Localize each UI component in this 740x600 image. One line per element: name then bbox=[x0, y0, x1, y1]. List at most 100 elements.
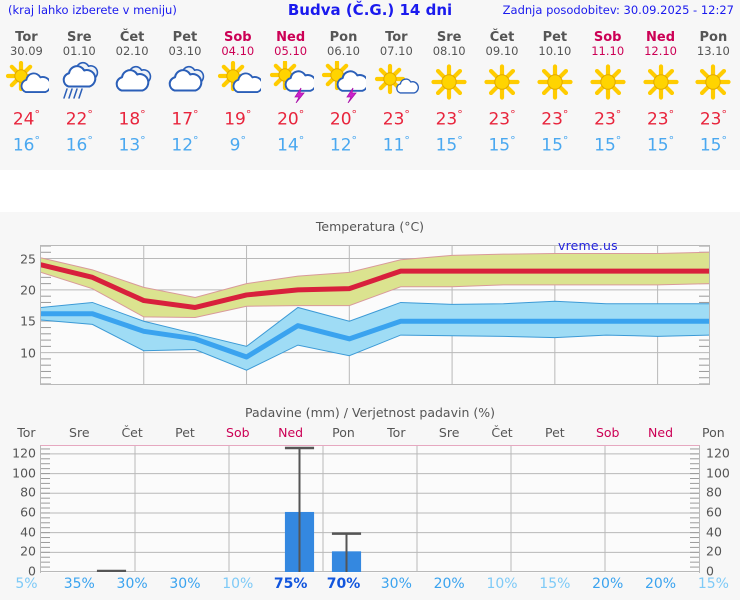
precipitation-y-tick-label-left: 120 bbox=[12, 445, 36, 461]
min-temperature-value: 14 bbox=[277, 135, 299, 156]
temperature-y-tick-label: 25 bbox=[20, 251, 36, 267]
sun-icon bbox=[585, 61, 631, 103]
max-temperature-value: 23 bbox=[382, 109, 405, 130]
min-temperature-value: 16 bbox=[12, 135, 35, 156]
precipitation-day-label: Tor bbox=[387, 425, 406, 440]
degree-symbol: ° bbox=[457, 108, 463, 121]
precipitation-day-label: Ned bbox=[278, 425, 304, 440]
degree-symbol: ° bbox=[615, 133, 622, 147]
precipitation-chart-panel: Padavine (mm) / Verjetnost padavin (%) T… bbox=[0, 400, 740, 600]
precipitation-probability: 20% bbox=[592, 576, 624, 592]
min-temperature-value: 11 bbox=[382, 135, 405, 156]
precipitation-probability-row: 5% 35% 30% 30% 10% 75% 70% 30% 20% 10% 15% 20% 20% 15… bbox=[0, 576, 740, 598]
precipitation-day-label: Pon bbox=[702, 425, 725, 440]
day-name: Pet bbox=[172, 30, 198, 45]
max-temperature: 23° bbox=[488, 105, 515, 130]
day-date: 13.10 bbox=[696, 44, 730, 58]
degree-symbol: ° bbox=[34, 133, 40, 147]
min-temperature-value: 16 bbox=[65, 135, 88, 156]
precipitation-day-label: Pet bbox=[545, 425, 565, 440]
degree-symbol: ° bbox=[140, 108, 146, 121]
min-temperature: 16° bbox=[13, 131, 40, 156]
degree-symbol: ° bbox=[140, 133, 146, 147]
day-date: 04.10 bbox=[221, 44, 255, 58]
degree-symbol: ° bbox=[404, 108, 410, 121]
precipitation-y-tick-label-left: 80 bbox=[20, 484, 36, 500]
day-column: Pon 13.10 23° 15° bbox=[687, 22, 740, 170]
day-date: 09.10 bbox=[485, 44, 519, 58]
precipitation-probability: 75% bbox=[273, 576, 308, 592]
precipitation-probability: 20% bbox=[644, 576, 677, 592]
degree-symbol: ° bbox=[668, 133, 675, 147]
precipitation-y-tick-label-right: 60 bbox=[706, 504, 722, 520]
precipitation-day-label: Pon bbox=[332, 425, 355, 440]
day-date: 02.10 bbox=[115, 44, 149, 58]
day-name: Sre bbox=[66, 30, 92, 45]
min-temperature: 11° bbox=[383, 131, 410, 156]
degree-symbol: ° bbox=[510, 133, 516, 147]
min-temperature: 15° bbox=[647, 131, 674, 156]
degree-symbol: ° bbox=[351, 108, 358, 121]
precipitation-probability: 15% bbox=[697, 576, 729, 592]
day-name: Tor bbox=[15, 30, 38, 45]
precipitation-probability: 10% bbox=[486, 576, 518, 592]
sun-cloud-icon bbox=[3, 61, 50, 103]
day-column: Čet 09.10 23° 15° bbox=[476, 22, 529, 170]
degree-symbol: ° bbox=[87, 108, 93, 121]
day-name: Ned bbox=[646, 30, 676, 45]
degree-symbol: ° bbox=[562, 133, 569, 147]
sun-icon bbox=[479, 61, 525, 103]
day-column: Čet 02.10 18° 13° bbox=[106, 22, 159, 170]
precipitation-day-label: Pet bbox=[175, 425, 195, 440]
day-column: Tor 30.09 24° 16° bbox=[0, 22, 53, 170]
cloud-rain-icon bbox=[56, 61, 102, 103]
degree-symbol: ° bbox=[457, 133, 463, 147]
precipitation-day-label: Sob bbox=[226, 425, 250, 440]
precipitation-y-tick-label-right: 0 bbox=[706, 563, 714, 579]
day-column: Pet 10.10 23° 15° bbox=[528, 22, 581, 170]
precipitation-probability: 20% bbox=[433, 576, 465, 592]
precipitation-y-tick-label-right: 80 bbox=[706, 484, 722, 500]
precipitation-y-tick-label-left: 20 bbox=[20, 543, 36, 559]
min-temperature: 14° bbox=[277, 131, 304, 156]
min-temperature: 15° bbox=[594, 131, 621, 156]
day-column: Sre 01.10 22° 16° bbox=[53, 22, 106, 170]
day-date: 03.10 bbox=[168, 44, 202, 58]
max-temperature-value: 20 bbox=[329, 109, 352, 130]
precipitation-y-tick-label-left: 0 bbox=[28, 563, 36, 579]
max-temperature-value: 23 bbox=[646, 109, 669, 130]
sun-icon bbox=[690, 61, 736, 103]
precipitation-probability: 30% bbox=[380, 576, 412, 592]
precipitation-day-label: Tor bbox=[17, 425, 36, 440]
max-temperature-value: 20 bbox=[277, 109, 299, 130]
day-column: Tor 07.10 23° 11° bbox=[370, 22, 423, 170]
temperature-y-tick-label: 15 bbox=[20, 313, 36, 329]
precipitation-probability: 70% bbox=[326, 576, 361, 592]
max-temperature: 22° bbox=[66, 105, 93, 130]
degree-symbol: ° bbox=[245, 108, 252, 121]
precipitation-probability: 30% bbox=[169, 576, 201, 592]
precipitation-day-label: Čet bbox=[491, 425, 513, 440]
sun-icon bbox=[638, 61, 684, 103]
temperature-chart-title: Temperatura (°C) bbox=[315, 219, 425, 234]
day-column: Sob 04.10 19° 9° bbox=[211, 22, 264, 170]
precipitation-y-tick-label-right: 40 bbox=[706, 524, 722, 540]
max-temperature: 23° bbox=[436, 105, 463, 130]
day-name: Tor bbox=[385, 30, 408, 45]
day-column: Pon 06.10 20° 12° bbox=[317, 22, 370, 170]
degree-symbol: ° bbox=[721, 108, 727, 121]
max-temperature: 23° bbox=[594, 105, 621, 130]
precipitation-y-tick-label-right: 120 bbox=[706, 445, 730, 461]
min-temperature: 16° bbox=[66, 131, 93, 156]
max-temperature-value: 23 bbox=[488, 109, 511, 130]
degree-symbol: ° bbox=[351, 133, 358, 147]
location-menu-note: (kraj lahko izberete v meniju) bbox=[8, 3, 177, 17]
day-column: Sre 08.10 23° 15° bbox=[423, 22, 476, 170]
min-temperature: 15° bbox=[541, 131, 568, 156]
last-update-text: Zadnja posodobitev: 30.09.2025 - 12:27 bbox=[502, 3, 734, 17]
max-temperature: 20° bbox=[330, 105, 357, 130]
precipitation-chart-title: Padavine (mm) / Verjetnost padavin (%) bbox=[245, 405, 495, 420]
day-date: 11.10 bbox=[591, 44, 625, 58]
precipitation-day-label: Sre bbox=[438, 425, 460, 440]
